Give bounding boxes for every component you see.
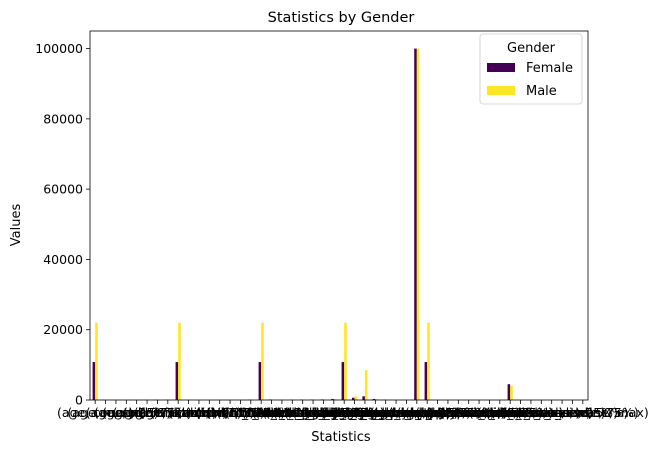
bar-male-32 <box>427 322 430 400</box>
x-tick-label: (hypertension, 75%) <box>426 405 554 420</box>
y-axis-ticks: 0 20000 40000 60000 80000 100000 <box>35 41 90 408</box>
x-tick-label: (bmi, count) <box>140 405 217 420</box>
legend-label-female: Female <box>526 61 573 76</box>
bar-female-0 <box>92 362 96 400</box>
y-tick-label: 80000 <box>43 111 83 126</box>
bar-male-8 <box>178 322 181 400</box>
y-tick-label: 60000 <box>43 182 83 197</box>
x-tick-label: (blood_glucose_level, mean) <box>266 405 444 420</box>
x-tick-label: (age, 25%) <box>102 405 171 420</box>
x-tick-label: (bmi, mean) <box>150 405 227 420</box>
bar-male-26 <box>364 370 368 400</box>
bar-male-16 <box>261 322 264 400</box>
x-tick-label: (HbA1c_level, min) <box>233 405 351 420</box>
x-tick-label: (HbA1c_level, 25%) <box>242 405 364 420</box>
x-tick-label: (age, count) <box>57 405 133 420</box>
bar-male-0 <box>95 322 98 400</box>
x-tick-label: (heart_disease, std) <box>469 405 593 420</box>
x-tick-label: (heart_disease, max) <box>517 405 649 420</box>
x-tick-label: (blood_glucose_level, min) <box>292 405 458 420</box>
x-tick-label: (heart_disease, 75%) <box>506 405 639 420</box>
bar-male-24 <box>344 322 347 400</box>
legend-swatch-male <box>487 86 515 95</box>
bar-female-23 <box>331 398 334 400</box>
x-tick-label: (HbA1c_level, mean) <box>207 405 337 420</box>
x-tick-label: (bmi, min) <box>177 405 242 420</box>
x-tick-label: (hypertension, 25%) <box>405 405 533 420</box>
x-tick-label: (HbA1c_level, std) <box>225 405 339 420</box>
x-tick-label: (bmi, 25%) <box>185 405 254 420</box>
x-tick-label: (bmi, 50%) <box>196 405 265 420</box>
plot-frame <box>89 30 589 401</box>
legend-swatch-female <box>487 63 515 72</box>
bar-male-25 <box>354 396 358 400</box>
legend-label-male: Male <box>526 84 557 99</box>
x-axis-ticks: (age, count)(age, mean)(age, std)(age, m… <box>57 400 649 420</box>
bars-group <box>92 48 513 400</box>
x-tick-label: (blood_glucose_level, 50%) <box>311 405 481 420</box>
x-tick-label: (blood_glucose_level, std) <box>284 405 446 420</box>
x-axis-label: Statistics <box>311 430 371 445</box>
x-tick-label: (HbA1c_level, 75%) <box>262 405 384 420</box>
bar-female-32 <box>424 362 428 400</box>
x-tick-label: (blood_glucose_level, max) <box>332 405 502 420</box>
bar-male-40 <box>510 385 513 400</box>
x-tick-label: (blood_glucose_level, 25%) <box>300 405 470 420</box>
bar-female-24 <box>341 362 345 400</box>
x-tick-label: (hypertension, mean) <box>370 405 505 420</box>
bar-female-31 <box>414 48 417 400</box>
x-tick-label: (age, max) <box>134 405 202 420</box>
x-tick-label: (age, min) <box>94 405 159 420</box>
x-tick-label: (heart_disease, 25%) <box>485 405 618 420</box>
bar-female-8 <box>175 362 179 400</box>
x-tick-label: (HbA1c_level, max) <box>273 405 395 420</box>
x-tick-label: (bmi, max) <box>217 405 286 420</box>
y-tick-label: 100000 <box>35 41 83 56</box>
y-tick-label: 40000 <box>43 252 83 267</box>
x-tick-label: (HbA1c_level, 50%) <box>252 405 374 420</box>
bar-male-23 <box>333 398 337 400</box>
x-tick-label: (heart_disease, mean) <box>450 405 590 420</box>
x-tick-label: (heart_disease, 50%) <box>496 405 629 420</box>
x-tick-label: (blood_glucose_level, 75%) <box>321 405 491 420</box>
x-tick-label: (HbA1c_level, count) <box>196 405 326 420</box>
x-tick-label: (age, 75%) <box>123 405 192 420</box>
x-tick-label: (age, std) <box>86 405 146 420</box>
bar-female-16 <box>258 362 262 400</box>
x-tick-label: (heart_disease, min) <box>477 405 605 420</box>
bar-female-25 <box>351 397 355 400</box>
legend: Gender Female Male <box>479 33 583 105</box>
x-tick-label: (hypertension, max) <box>436 405 563 420</box>
bar-male-31 <box>416 48 420 400</box>
legend-title: Gender <box>507 41 556 56</box>
x-tick-label: (heart_disease, count) <box>440 405 580 420</box>
x-tick-label: (age, 50%) <box>113 405 182 420</box>
x-tick-label: (hypertension, count) <box>360 405 495 420</box>
bar-male-27 <box>375 398 378 400</box>
bar-female-40 <box>507 384 511 400</box>
x-tick-label: (bmi, 75%) <box>206 405 275 420</box>
bar-female-27 <box>372 398 376 400</box>
x-tick-label: (bmi, std) <box>169 405 230 420</box>
x-tick-label: (blood_glucose_level, count) <box>255 405 433 420</box>
x-tick-label: (hypertension, std) <box>388 405 507 420</box>
x-tick-label: (age, mean) <box>67 405 143 420</box>
y-tick-label: 0 <box>75 393 83 408</box>
x-tick-label: (hypertension, min) <box>397 405 520 420</box>
y-tick-label: 20000 <box>43 322 83 337</box>
bar-female-26 <box>362 396 365 400</box>
chart-title: Statistics by Gender <box>268 10 415 26</box>
x-tick-label: (hypertension, 50%) <box>415 405 543 420</box>
y-axis-label: Values <box>9 204 24 247</box>
